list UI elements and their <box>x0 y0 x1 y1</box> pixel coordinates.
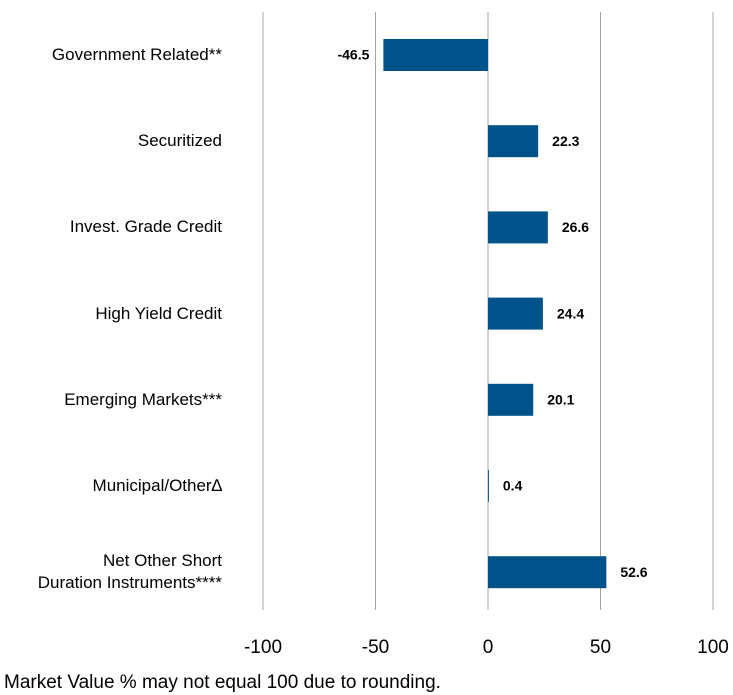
value-label: -46.5 <box>337 47 369 63</box>
value-label: 0.4 <box>503 478 523 494</box>
category-label: Net Other Short Duration Instruments**** <box>37 551 222 593</box>
footnote: Market Value % may not equal 100 due to … <box>4 672 441 693</box>
value-label: 22.3 <box>552 133 579 149</box>
category-label: Securitized <box>137 131 222 151</box>
value-label: 52.6 <box>620 564 647 580</box>
x-tick-label: 100 <box>697 637 729 658</box>
x-tick-label: 50 <box>590 637 611 658</box>
bar <box>488 297 543 330</box>
category-label: Government Related** <box>51 45 222 64</box>
bar <box>383 39 488 71</box>
bar <box>488 211 548 244</box>
category-label: Emerging Markets*** <box>64 389 222 409</box>
bar <box>488 556 607 589</box>
category-label: Invest. Grade Credit <box>69 217 222 237</box>
value-label: 20.1 <box>547 392 574 408</box>
category-label: High Yield Credit <box>95 303 222 323</box>
bar <box>488 125 539 158</box>
x-tick-label: 0 <box>483 637 494 658</box>
x-tick-label: -50 <box>362 637 389 658</box>
value-label: 26.6 <box>562 219 589 235</box>
bar <box>488 470 489 502</box>
x-tick-label: -100 <box>244 637 282 658</box>
category-label: Municipal/Other∆ <box>92 476 222 495</box>
bar <box>488 383 534 416</box>
value-label: 24.4 <box>557 305 584 321</box>
